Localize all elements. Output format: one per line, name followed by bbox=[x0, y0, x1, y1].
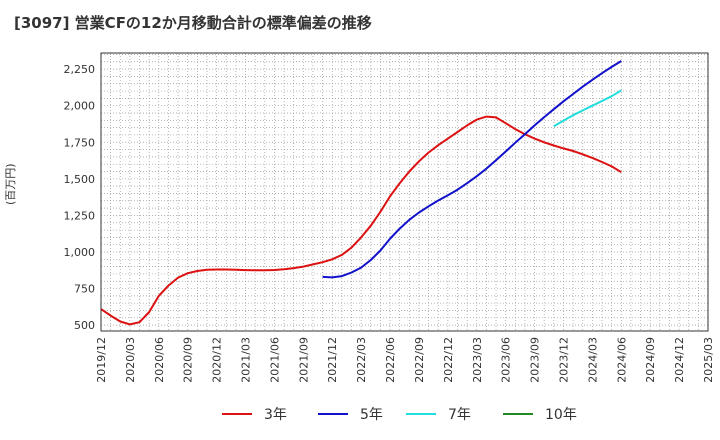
legend: 3年 5年 7年 10年 bbox=[222, 407, 577, 423]
x-tick-label: 2022/09 bbox=[413, 337, 426, 383]
y-tick-label: 2,000 bbox=[64, 100, 96, 113]
x-tick-label: 2022/06 bbox=[384, 337, 397, 383]
x-tick-label: 2023/03 bbox=[471, 337, 484, 383]
x-tick-label: 2020/12 bbox=[211, 337, 224, 383]
legend-label-0: 3年 bbox=[264, 407, 287, 423]
legend-label-2: 7年 bbox=[448, 407, 471, 423]
chart-title: [3097] 営業CFの12か月移動合計の標準偏差の推移 bbox=[14, 14, 372, 32]
plot-frame bbox=[100, 52, 709, 332]
x-tick-label: 2021/09 bbox=[297, 337, 310, 383]
x-tick-label: 2022/12 bbox=[442, 337, 455, 383]
x-tick-label: 2022/03 bbox=[355, 337, 368, 383]
x-tick-label: 2024/03 bbox=[586, 337, 599, 383]
legend-label-3: 10年 bbox=[545, 407, 577, 423]
x-tick-label: 2023/06 bbox=[500, 337, 513, 383]
series-line-2 bbox=[553, 89, 622, 128]
legend-label-1: 5年 bbox=[360, 407, 383, 423]
series-line-0 bbox=[100, 115, 622, 326]
grid bbox=[100, 53, 709, 331]
x-tick-label: 2021/03 bbox=[240, 337, 253, 383]
x-tick-label: 2023/12 bbox=[557, 337, 570, 383]
series-lines bbox=[100, 60, 622, 326]
y-tick-label: 500 bbox=[74, 319, 95, 332]
x-tick-label: 2024/06 bbox=[615, 337, 628, 383]
y-tick-label: 750 bbox=[74, 283, 95, 296]
y-tick-label: 1,000 bbox=[64, 246, 96, 259]
x-tick-label: 2021/06 bbox=[268, 337, 281, 383]
x-tick-label: 2020/09 bbox=[182, 337, 195, 383]
x-tick-label: 2021/12 bbox=[326, 337, 339, 383]
x-tick-label: 2024/12 bbox=[673, 337, 686, 383]
x-tick-label: 2019/12 bbox=[95, 337, 108, 383]
series-line-1 bbox=[322, 60, 622, 279]
x-axis: 2019/12 2020/03 2020/06 2020/09 2020/12 2021/… bbox=[95, 337, 715, 383]
y-tick-label: 1,500 bbox=[64, 173, 96, 186]
x-tick-label: 2025/03 bbox=[702, 337, 715, 383]
y-tick-label: 2,250 bbox=[64, 63, 96, 76]
x-tick-label: 2020/03 bbox=[124, 337, 137, 383]
x-tick-label: 2023/09 bbox=[529, 337, 542, 383]
x-tick-label: 2020/06 bbox=[153, 337, 166, 383]
y-tick-label: 1,250 bbox=[64, 209, 96, 222]
x-tick-label: 2024/09 bbox=[644, 337, 657, 383]
y-axis: 500 750 1,000 1,250 1,500 1,750 2,000 2,250 bbox=[64, 63, 96, 332]
y-tick-label: 1,750 bbox=[64, 136, 96, 149]
